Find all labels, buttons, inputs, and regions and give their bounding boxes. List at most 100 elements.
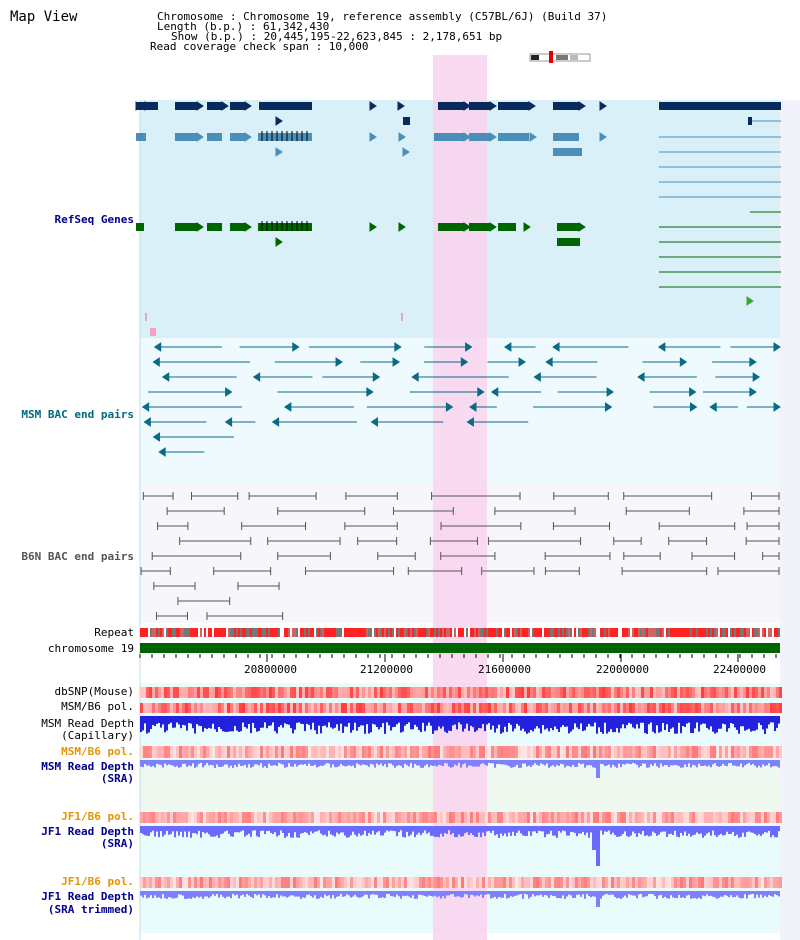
track-label-chromosome[interactable]: chromosome 19 xyxy=(47,642,134,655)
track-label-repeat[interactable]: Repeat xyxy=(94,626,134,639)
repeat-segment xyxy=(352,628,354,637)
jf1-trim-depth-bar xyxy=(690,891,692,899)
dbsnp-density xyxy=(776,687,779,698)
msm-capillary-depth-bar xyxy=(550,716,552,729)
jf1-pol-density xyxy=(161,812,164,823)
msm-sra-depth-bar xyxy=(172,760,174,766)
jf1-trim-depth-bar xyxy=(222,891,224,897)
jf1-sra-depth-bar xyxy=(426,826,428,834)
msm-pol-density-2 xyxy=(158,746,161,758)
msm-capillary-depth-bar xyxy=(548,716,550,732)
msm-capillary-depth-bar xyxy=(370,716,372,733)
repeat-segment xyxy=(270,628,272,637)
msm-sra-depth-bar xyxy=(772,760,774,767)
jf1-sra-depth-bar xyxy=(756,826,758,836)
msm-capillary-depth-bar xyxy=(424,716,426,732)
msm-pol-density-2 xyxy=(497,746,500,758)
dbsnp-density xyxy=(197,687,200,698)
jf1-pol-density-2 xyxy=(194,877,197,888)
jf1-trim-depth-bar xyxy=(764,891,766,896)
msm-pol-density xyxy=(635,703,638,713)
msm-sra-depth-bar xyxy=(174,760,176,767)
dbsnp-density xyxy=(272,687,275,698)
msm-pol-density-2 xyxy=(185,746,188,758)
jf1-trim-depth-bar xyxy=(674,891,676,898)
jf1-sra-depth-bar xyxy=(542,826,544,832)
repeat-segment xyxy=(212,628,214,637)
jf1-trim-depth-bar xyxy=(206,891,208,897)
msm-sra-depth-bar xyxy=(526,760,528,767)
jf1-pol-density xyxy=(578,812,581,823)
msm-pol-density xyxy=(299,703,302,713)
jf1-trim-depth-bar xyxy=(502,891,504,898)
jf1-trim-depth-bar xyxy=(600,891,602,899)
msm-sra-depth-bar xyxy=(286,760,288,768)
jf1-trim-depth-bar xyxy=(176,891,178,898)
arrow-marker xyxy=(135,101,143,111)
track-label-dbsnp[interactable]: dbSNP(Mouse) xyxy=(54,685,134,698)
msm-capillary-depth-bar xyxy=(312,716,314,723)
track-label-refseq[interactable]: RefSeq Genes xyxy=(54,213,134,226)
msm-capillary-depth-bar xyxy=(170,716,172,723)
msm-capillary-depth-bar xyxy=(330,716,332,728)
repeat-segment xyxy=(188,628,190,637)
jf1-trim-depth-bar xyxy=(492,891,494,898)
jf1-sra-depth-bar xyxy=(514,826,516,836)
track-label-jf1-b6-pol-2[interactable]: JF1/B6 pol. xyxy=(61,875,134,888)
msm-pol-density xyxy=(413,703,416,713)
jf1-trim-depth-bar xyxy=(552,891,554,896)
track-label-b6n-bac[interactable]: B6N BAC end pairs xyxy=(21,550,134,563)
track-label-msm-depth-sra[interactable]: MSM Read Depth xyxy=(41,760,134,773)
msm-pol-density xyxy=(251,703,254,713)
repeat-segment xyxy=(708,628,710,637)
dbsnp-density xyxy=(305,687,308,698)
repeat-segment xyxy=(504,628,506,637)
dbsnp-density xyxy=(590,687,593,698)
msm-pol-density xyxy=(314,703,317,713)
msm-pol-density-2 xyxy=(242,746,245,758)
jf1-pol-density-2 xyxy=(422,877,425,888)
jf1-pol-density-2 xyxy=(683,877,686,888)
msm-pol-density-2 xyxy=(539,746,542,758)
track-label-msm-b6-pol[interactable]: MSM/B6 pol. xyxy=(61,700,134,713)
dbsnp-density xyxy=(482,687,485,698)
track-label-jf1-b6-pol[interactable]: JF1/B6 pol. xyxy=(61,810,134,823)
jf1-trim-depth-bar xyxy=(646,891,648,897)
track-label-jf1-depth-sra[interactable]: JF1 Read Depth xyxy=(41,825,134,838)
msm-sra-depth-bar xyxy=(410,760,412,764)
msm-pol-density xyxy=(296,703,299,713)
track-label-msm-bac[interactable]: MSM BAC end pairs xyxy=(21,408,134,421)
track-label-jf1-depth-trim[interactable]: JF1 Read Depth xyxy=(41,890,134,903)
gene-exon xyxy=(498,102,529,110)
msm-sra-depth-bar xyxy=(152,760,154,766)
repeat-segment xyxy=(662,628,664,637)
repeat-segment xyxy=(272,628,274,637)
jf1-pol-density xyxy=(665,812,668,823)
track-label-msm-b6-pol-2[interactable]: MSM/B6 pol. xyxy=(61,745,134,758)
msm-capillary-depth-bar xyxy=(624,716,626,729)
jf1-trim-depth-bar xyxy=(272,891,274,898)
jf1-pol-density xyxy=(776,812,779,823)
jf1-trim-depth-bar xyxy=(628,891,630,895)
msm-pol-density xyxy=(143,703,146,713)
dbsnp-density xyxy=(269,687,272,698)
msm-capillary-depth-bar xyxy=(420,716,422,733)
repeat-segment xyxy=(412,628,414,637)
jf1-pol-density xyxy=(428,812,431,823)
msm-pol-density-2 xyxy=(641,746,644,758)
msm-capillary-depth-bar xyxy=(738,716,740,734)
dbsnp-density xyxy=(161,687,164,698)
dbsnp-density xyxy=(770,687,773,698)
jf1-sra-depth-bar xyxy=(456,826,458,838)
msm-sra-depth-bar xyxy=(428,760,430,768)
jf1-trim-depth-bar xyxy=(394,891,396,898)
gene-exon xyxy=(403,117,410,125)
repeat-segment xyxy=(546,628,548,637)
track-label-msm-depth-capillary[interactable]: MSM Read Depth xyxy=(41,717,134,730)
msm-capillary-depth-bar xyxy=(712,716,714,732)
jf1-sra-depth-bar xyxy=(286,826,288,837)
jf1-trim-depth-bar xyxy=(592,891,594,897)
gene-exon xyxy=(175,223,197,231)
repeat-segment xyxy=(274,628,276,637)
